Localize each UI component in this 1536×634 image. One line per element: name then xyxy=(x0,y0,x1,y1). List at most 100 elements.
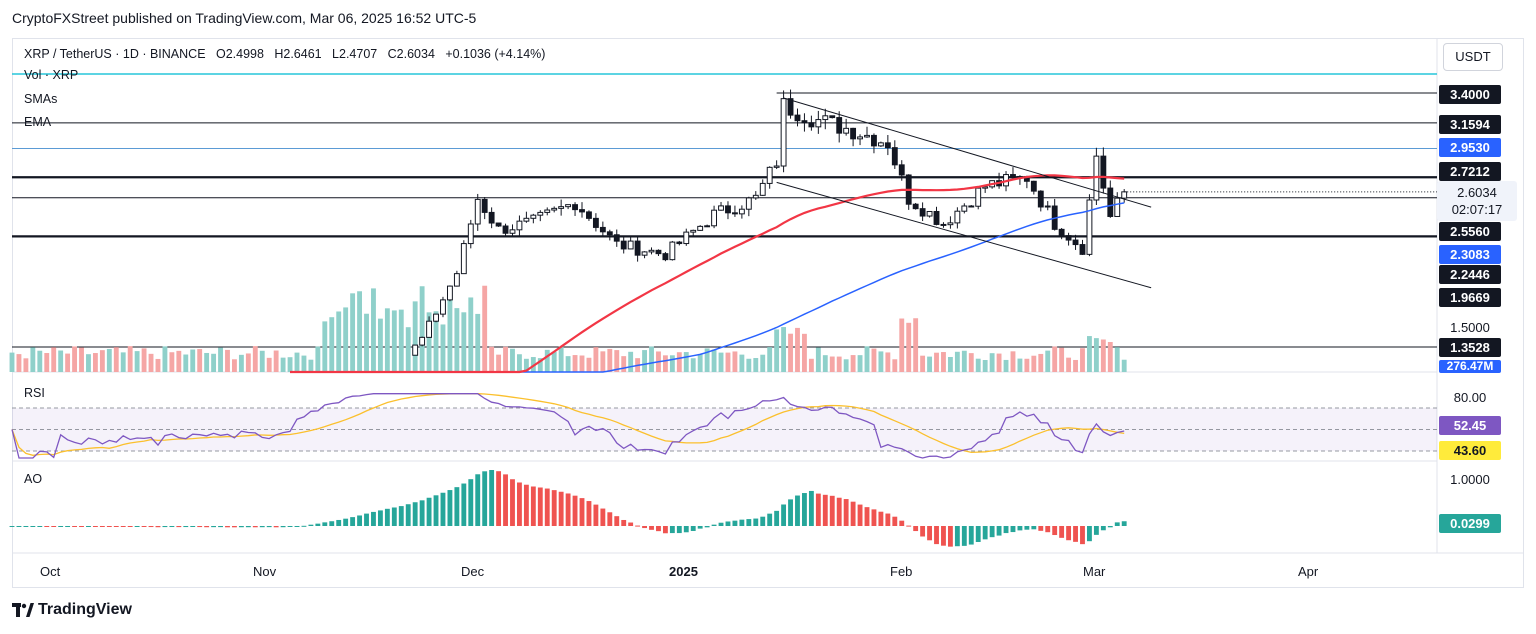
ao-bar xyxy=(530,486,536,526)
candle-body xyxy=(627,240,634,250)
volume-bar xyxy=(162,346,168,372)
volume-bar xyxy=(1052,346,1058,372)
volume-bar xyxy=(51,347,57,372)
indicator-smas[interactable]: SMAs xyxy=(24,92,58,106)
candle-body xyxy=(780,98,787,167)
volume-bar xyxy=(607,348,613,372)
volume-bar xyxy=(982,359,988,372)
rsi-value-label: 52.45 xyxy=(1439,416,1501,435)
tradingview-logo[interactable]: TradingView xyxy=(12,601,132,619)
candle-body xyxy=(474,198,481,225)
ao-bar xyxy=(1107,526,1113,528)
price-label-2308: 2.3083 xyxy=(1439,245,1501,264)
volume-bar xyxy=(245,353,251,372)
volume-bar xyxy=(391,310,397,372)
candle-body xyxy=(704,225,711,228)
ao-bar xyxy=(892,516,898,526)
ao-bar xyxy=(510,479,515,526)
volume-bar xyxy=(120,352,126,372)
candle-body xyxy=(613,234,620,242)
ao-bar xyxy=(120,526,126,527)
currency-button[interactable]: USDT xyxy=(1443,43,1503,71)
volume-bar xyxy=(475,313,481,372)
ao-bar xyxy=(58,526,64,527)
volume-bar xyxy=(503,346,508,372)
candle-body xyxy=(787,98,794,116)
ao-bar xyxy=(72,526,77,527)
ao-bar xyxy=(586,501,592,526)
ao-bar xyxy=(426,497,432,526)
ao-bar xyxy=(280,526,286,528)
ao-bar xyxy=(461,483,467,526)
price-label-3400: 3.4000 xyxy=(1439,85,1501,104)
volume-bar xyxy=(802,333,807,372)
volume-bar xyxy=(1024,358,1030,372)
symbol-name[interactable]: XRP / TetherUS · 1D · BINANCE xyxy=(24,47,206,61)
candle-body xyxy=(1079,244,1086,255)
volume-bar xyxy=(211,353,217,372)
ao-bar xyxy=(1073,526,1078,542)
channel-upper-line xyxy=(783,97,1152,208)
volume-bar xyxy=(23,358,29,372)
volume-bar xyxy=(266,357,272,372)
volume-bar xyxy=(941,352,946,372)
volume-bar xyxy=(141,348,147,372)
candle-body xyxy=(606,231,613,236)
candle-body xyxy=(495,222,502,227)
indicator-ao[interactable]: AO xyxy=(24,472,43,486)
ao-bar xyxy=(906,525,912,527)
candle-body xyxy=(620,240,627,250)
ao-bar xyxy=(238,526,244,528)
candle-body xyxy=(718,205,724,211)
volume-bar xyxy=(1066,357,1072,372)
volume-bar xyxy=(753,358,759,372)
candle-body xyxy=(961,205,968,212)
candle-body xyxy=(592,217,599,228)
candle-body xyxy=(523,217,530,222)
channel-lower-line xyxy=(776,181,1152,289)
candle-body xyxy=(857,136,863,140)
candle-body xyxy=(690,229,697,233)
volume-bar xyxy=(600,351,606,372)
candle-body xyxy=(940,223,947,226)
ao-bar xyxy=(1087,526,1092,542)
volume-bar xyxy=(642,350,647,372)
indicator-vol[interactable]: Vol · XRP xyxy=(24,68,79,82)
volume-bar xyxy=(628,351,634,372)
volume-bar xyxy=(843,359,849,372)
ao-bar xyxy=(204,526,210,528)
candle-body xyxy=(1065,235,1072,241)
price-label-1500: 1.5000 xyxy=(1450,320,1490,335)
ao-bar xyxy=(934,526,939,545)
ao-bar xyxy=(662,526,668,534)
ao-bar xyxy=(51,526,57,527)
sma-100-line xyxy=(429,202,1125,373)
volume-bar xyxy=(975,358,981,372)
volume-bar xyxy=(517,354,522,372)
ao-bar xyxy=(377,510,383,526)
ao-bar xyxy=(371,511,376,526)
volume-bar xyxy=(704,348,710,372)
volume-bar xyxy=(496,354,502,372)
ao-bar xyxy=(454,487,460,526)
ao-bar xyxy=(30,526,36,527)
candle-body xyxy=(669,241,676,261)
ao-bar xyxy=(364,513,369,526)
volume-bar xyxy=(621,356,627,372)
volume-bar xyxy=(440,324,446,372)
ao-bar xyxy=(273,526,279,528)
indicator-ema[interactable]: EMA xyxy=(24,115,52,129)
volume-bar xyxy=(447,285,453,372)
volume-bar xyxy=(1093,338,1099,372)
candle-body xyxy=(850,127,857,140)
volume-bar xyxy=(218,347,223,372)
ao-bar xyxy=(1093,526,1099,535)
x-label-nov: Nov xyxy=(253,564,277,579)
ao-bar xyxy=(405,504,411,526)
volume-bar xyxy=(1114,347,1120,372)
ao-bar xyxy=(23,526,29,527)
ao-bar xyxy=(1003,526,1009,534)
indicator-rsi[interactable]: RSI xyxy=(24,386,45,400)
ao-bar xyxy=(315,523,321,526)
